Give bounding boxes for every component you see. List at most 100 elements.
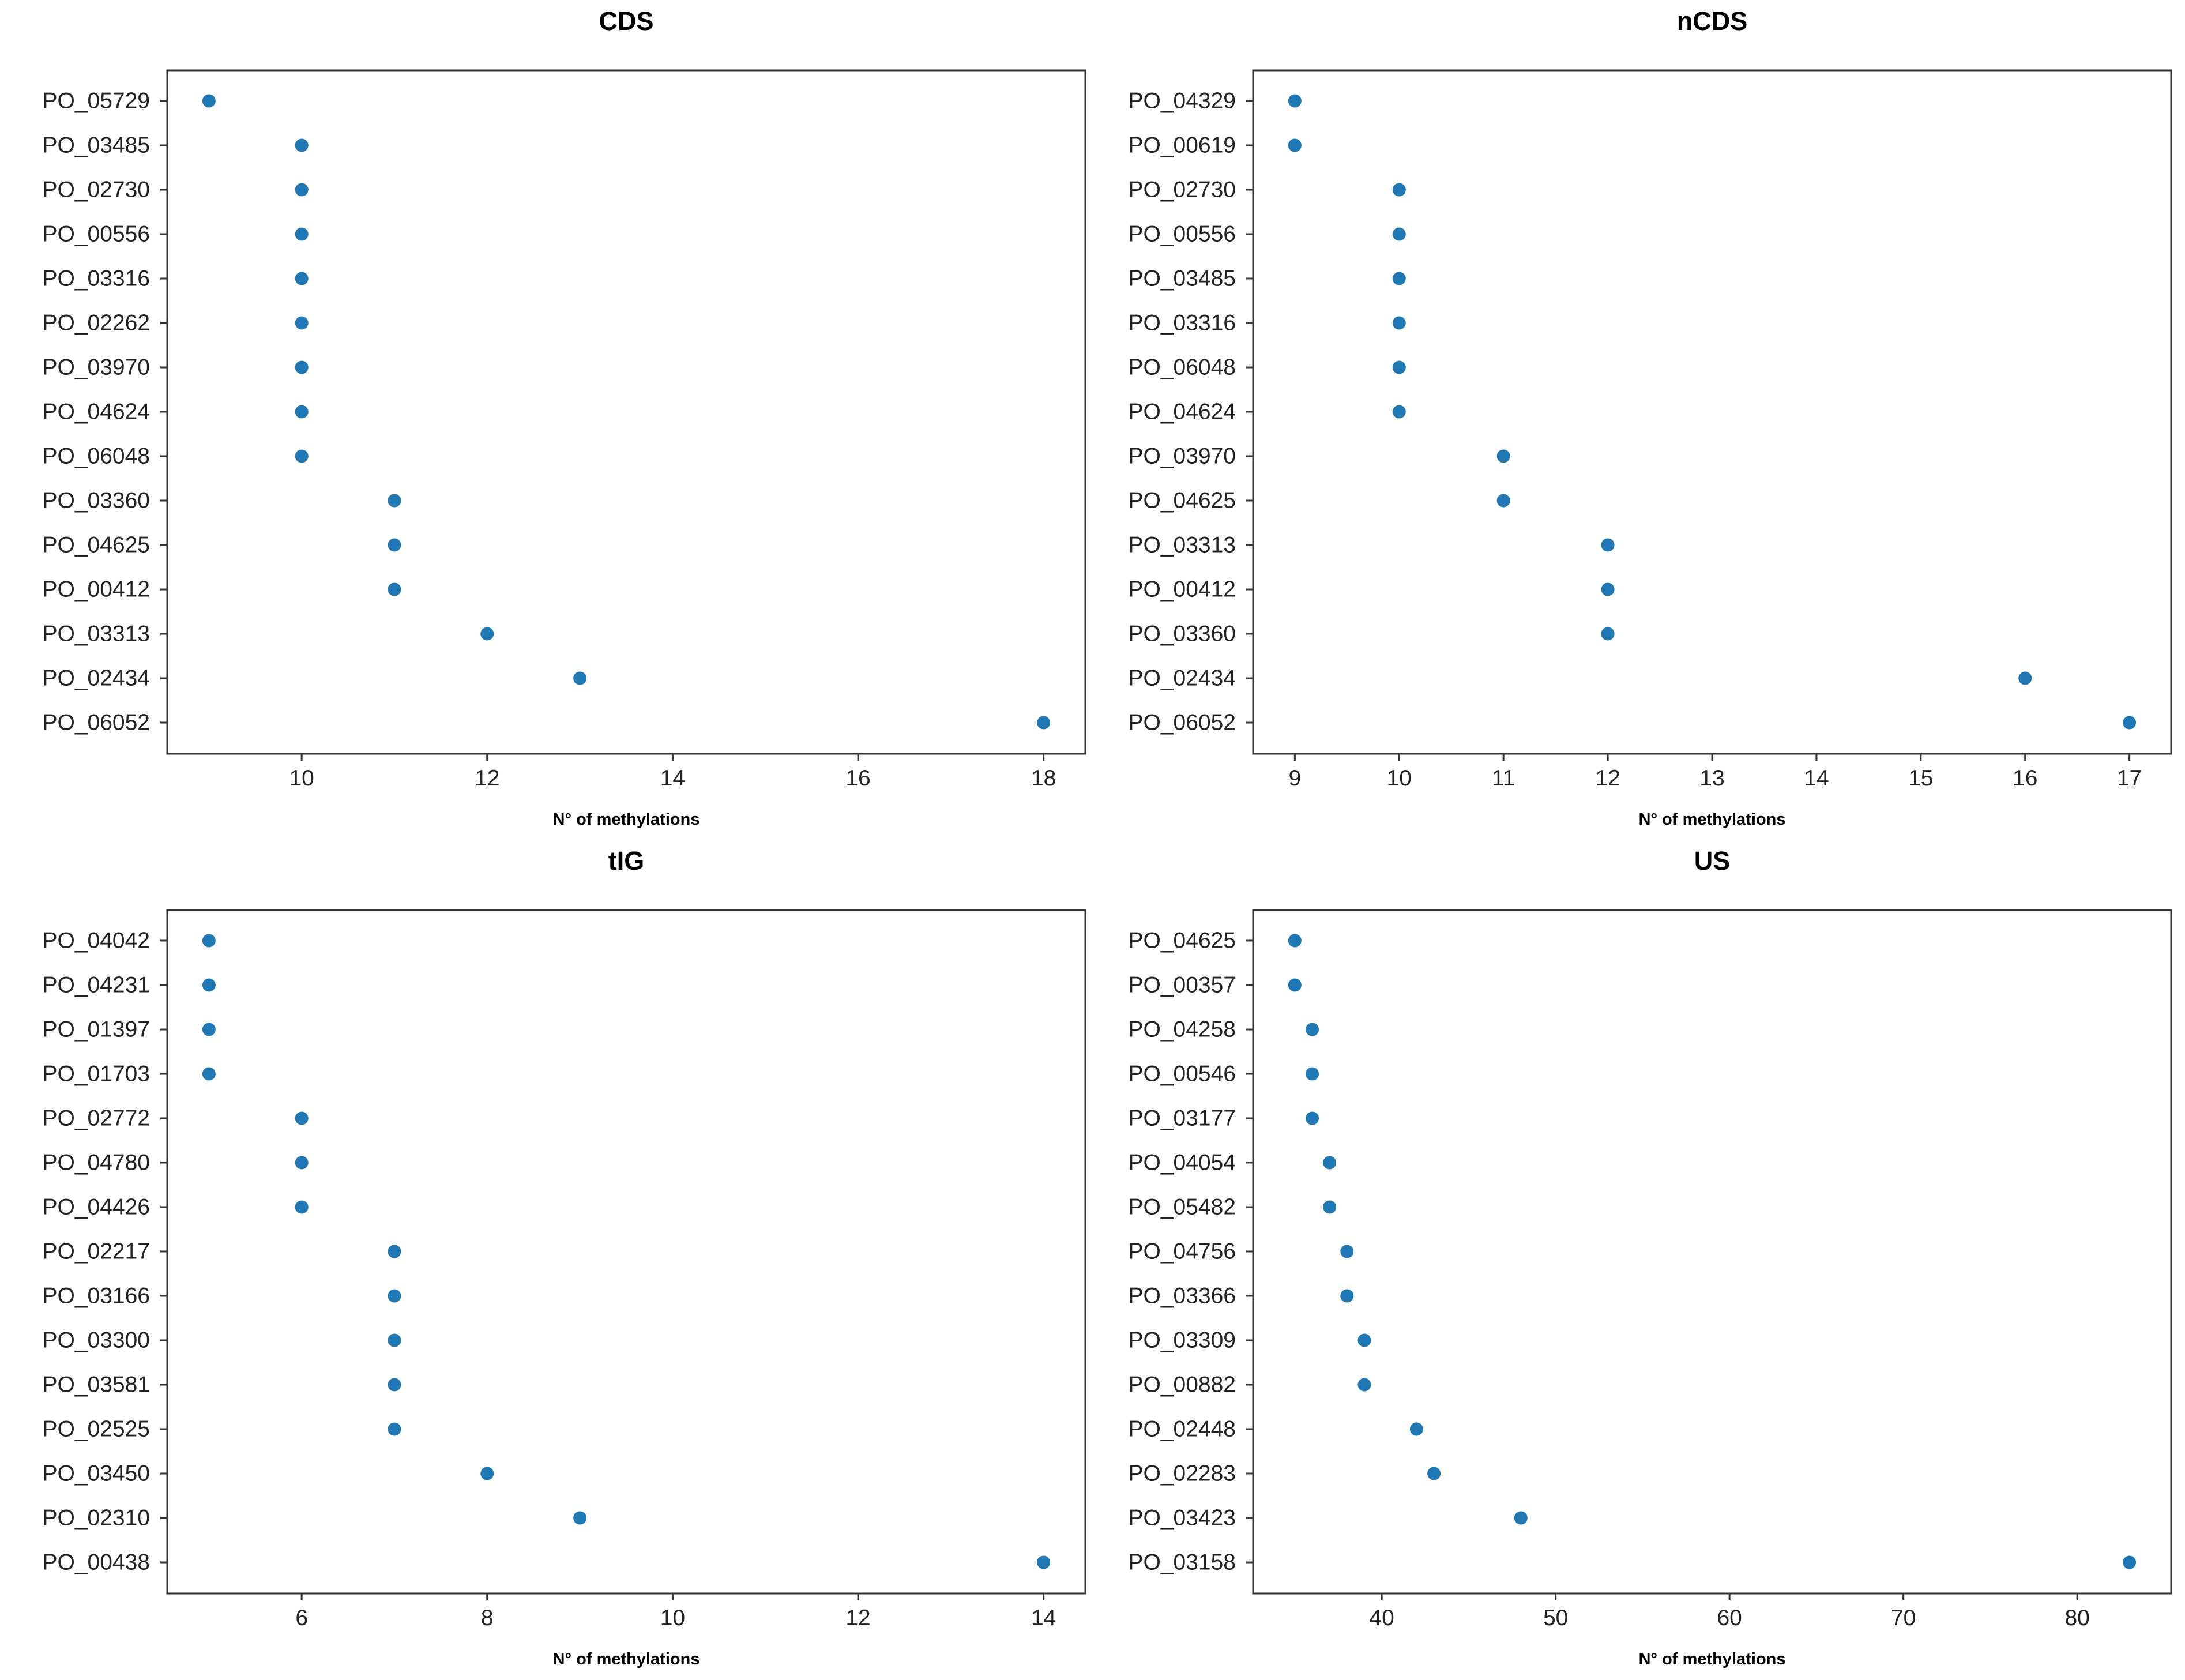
x-axis-label: N° of methylations (1639, 810, 1786, 829)
data-point (295, 1200, 309, 1214)
y-tick-label: PO_06048 (1129, 355, 1236, 380)
plot-frame (1252, 69, 2172, 755)
y-tick-label: PO_01703 (43, 1062, 151, 1087)
y-tick-label: PO_00357 (1129, 973, 1236, 998)
chart-panel-cds: CDS PO_05729 PO_03485 PO_02730 PO_00556 PO_03… (43, 6, 1086, 829)
data-point (202, 934, 216, 948)
y-tick-label: PO_00412 (43, 577, 151, 602)
y-tick-label: PO_00882 (1129, 1373, 1236, 1397)
data-point (1409, 1422, 1423, 1436)
data-point (1037, 716, 1051, 730)
y-tick-label: PO_00619 (1129, 133, 1236, 158)
y-tick-label: PO_02434 (43, 666, 151, 691)
y-tick-label: PO_03360 (43, 488, 151, 513)
data-point (295, 360, 309, 374)
data-point (1496, 494, 1510, 508)
y-tick-label: PO_03970 (43, 355, 151, 380)
x-tick-label: 60 (1717, 1606, 1742, 1630)
y-tick-label: PO_04780 (43, 1151, 151, 1175)
data-point (1323, 1200, 1337, 1214)
x-tick-label: 40 (1369, 1606, 1394, 1630)
x-axis-label: N° of methylations (1639, 1650, 1786, 1668)
data-point (480, 627, 494, 641)
data-point (1392, 183, 1406, 197)
y-tick-label: PO_03316 (43, 266, 151, 291)
x-tick-label: 11 (1492, 766, 1515, 791)
y-tick-label: PO_03313 (43, 622, 151, 647)
y-tick-label: PO_02448 (1129, 1417, 1236, 1442)
y-tick-label: PO_06052 (1129, 711, 1236, 735)
y-tick-label: PO_06048 (43, 444, 151, 469)
data-point (388, 1422, 401, 1436)
data-point (295, 227, 309, 241)
x-tick-label: 14 (660, 766, 685, 791)
data-point (1392, 360, 1406, 374)
data-point (1306, 1067, 1319, 1081)
plot-frame (166, 909, 1086, 1595)
data-point (1392, 316, 1406, 330)
y-tick-label: PO_00556 (1129, 222, 1236, 247)
y-tick-label: PO_00438 (43, 1550, 151, 1575)
chart-title: CDS (599, 6, 653, 36)
x-tick-label: 14 (1804, 766, 1829, 791)
y-tick-label: PO_04426 (43, 1195, 151, 1220)
y-tick-label: PO_03158 (1129, 1550, 1236, 1575)
x-tick-label: 18 (1031, 766, 1056, 791)
data-point (1514, 1511, 1528, 1525)
y-tick-label: PO_04231 (43, 973, 151, 998)
chart-title: nCDS (1677, 6, 1748, 36)
data-point (1392, 405, 1406, 419)
data-point (202, 978, 216, 992)
data-point (1340, 1289, 1354, 1303)
data-point (1357, 1333, 1371, 1347)
data-point (1392, 227, 1406, 241)
data-point (388, 494, 401, 508)
data-point (1288, 978, 1302, 992)
y-tick-label: PO_00546 (1129, 1062, 1236, 1087)
data-point (295, 272, 309, 285)
data-point (202, 1067, 216, 1081)
data-point (295, 1111, 309, 1125)
x-tick-label: 16 (845, 766, 870, 791)
x-tick-label: 70 (1891, 1606, 1916, 1630)
x-tick-label: 9 (1289, 766, 1302, 791)
y-tick-label: PO_03366 (1129, 1284, 1236, 1309)
y-tick-label: PO_02730 (1129, 178, 1236, 202)
data-point (388, 1333, 401, 1347)
y-tick-label: PO_03581 (43, 1373, 151, 1397)
data-point (1288, 934, 1302, 948)
y-tick-label: PO_00412 (1129, 577, 1236, 602)
x-tick-label: 8 (481, 1606, 494, 1630)
data-point (202, 94, 216, 108)
x-tick-label: 12 (1595, 766, 1620, 791)
data-point (388, 1378, 401, 1392)
data-point (1601, 538, 1615, 552)
data-point (1288, 94, 1302, 108)
y-tick-label: PO_03970 (1129, 444, 1236, 469)
x-axis-label: N° of methylations (553, 810, 700, 829)
data-point (1601, 582, 1615, 596)
x-tick-label: 12 (475, 766, 499, 791)
x-tick-label: 17 (2117, 766, 2142, 791)
y-tick-label: PO_00556 (43, 222, 151, 247)
data-point (1496, 449, 1510, 463)
chart-panel-us: US PO_04625 PO_00357 PO_04258 PO_00546 PO_031… (1129, 846, 2172, 1668)
x-tick-label: 14 (1031, 1606, 1056, 1630)
data-point (295, 1156, 309, 1170)
x-tick-label: 13 (1699, 766, 1724, 791)
data-point (2123, 1555, 2137, 1569)
data-point (1427, 1467, 1441, 1480)
y-tick-label: PO_04756 (1129, 1239, 1236, 1264)
x-tick-label: 10 (1387, 766, 1412, 791)
plot-frame (1252, 909, 2172, 1595)
y-tick-label: PO_04042 (43, 929, 151, 953)
x-tick-label: 80 (2064, 1606, 2089, 1630)
x-axis-label: N° of methylations (553, 1650, 700, 1668)
y-tick-label: PO_05482 (1129, 1195, 1236, 1220)
data-point (2123, 716, 2137, 730)
chart-title: tIG (608, 846, 645, 875)
data-point (295, 449, 309, 463)
data-point (388, 582, 401, 596)
x-tick-label: 10 (660, 1606, 685, 1630)
